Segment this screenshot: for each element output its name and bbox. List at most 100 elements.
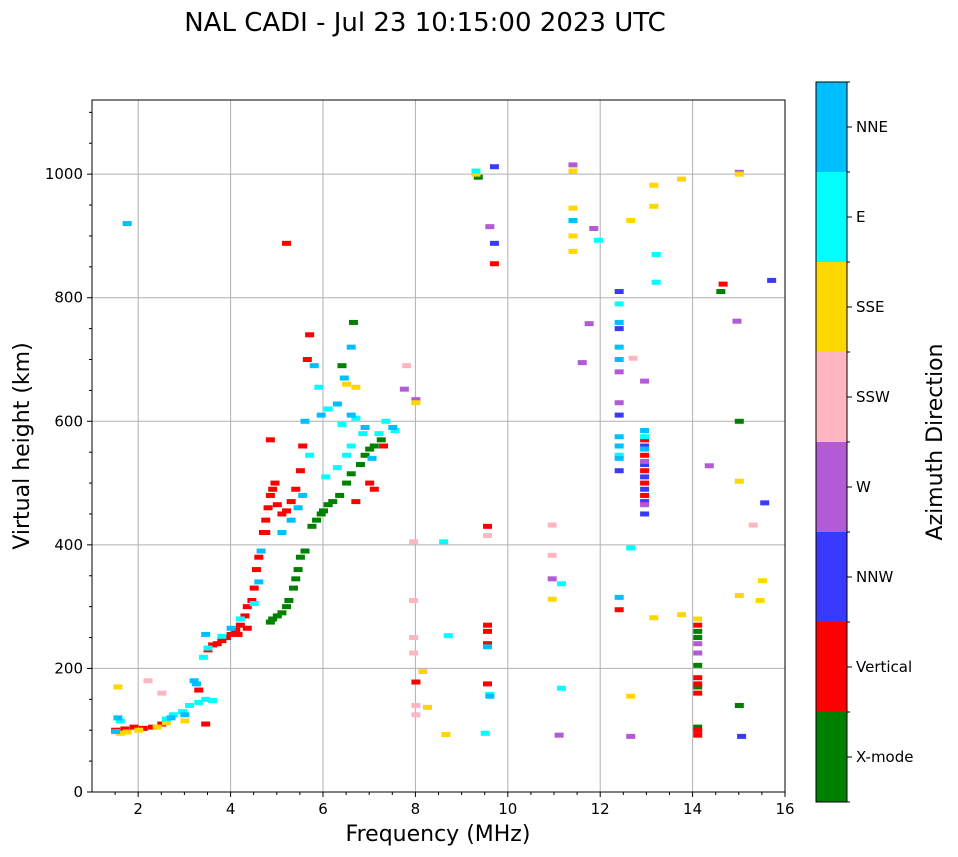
data-point-sse <box>568 248 578 254</box>
y-axis-ticks: 0 200 400 600 800 1000 <box>45 111 92 801</box>
data-point-vertical <box>249 585 259 591</box>
data-point-vertical <box>157 721 167 727</box>
data-point-nne <box>614 443 624 449</box>
data-point-vertical <box>217 638 227 644</box>
data-point-sse <box>757 578 767 584</box>
data-point-sse <box>180 718 190 724</box>
data-point-ssw <box>402 363 412 369</box>
data-point-vertical <box>483 628 493 634</box>
data-point-e <box>614 452 624 458</box>
data-point-sse <box>422 704 432 710</box>
data-point-nne <box>360 424 370 430</box>
data-point-e <box>314 384 324 390</box>
data-point-nne <box>614 434 624 440</box>
data-point-vertical <box>693 622 703 628</box>
data-point-x-mode <box>342 480 352 486</box>
data-point-e <box>321 474 331 480</box>
data-point-vertical <box>231 627 241 633</box>
colorbar-segment-vertical <box>816 622 847 712</box>
data-point-e <box>593 237 603 243</box>
data-point-vertical <box>282 240 292 246</box>
data-point-vertical <box>483 523 493 529</box>
data-point-vertical <box>148 724 158 730</box>
data-point-nne <box>191 681 201 687</box>
data-point-x-mode <box>282 604 292 610</box>
data-point-vertical <box>240 613 250 619</box>
data-point-e <box>115 718 125 724</box>
data-point-ssw <box>409 539 419 545</box>
x-tick-label: 12 <box>591 800 610 818</box>
colorbar-label: SSW <box>856 388 890 406</box>
data-point-x-mode <box>293 567 303 573</box>
data-point-x-mode <box>734 703 744 708</box>
colorbar-segment-e <box>816 172 847 262</box>
data-point-vertical <box>282 508 292 514</box>
data-point-x-mode <box>265 619 275 625</box>
data-point-sse <box>342 381 352 387</box>
data-point-sse <box>161 720 171 726</box>
colorbar-segment-w <box>816 442 847 532</box>
data-point-nnw <box>640 443 650 449</box>
data-point-e <box>439 539 449 545</box>
data-point-nne <box>300 418 310 424</box>
data-point-nnw <box>640 511 650 517</box>
y-tick-label: 200 <box>54 659 83 677</box>
data-point-e <box>651 251 661 257</box>
data-point-nne <box>483 644 493 650</box>
data-point-nne <box>254 579 264 585</box>
data-point-w <box>640 458 650 464</box>
data-point-nne <box>614 344 624 350</box>
colorbar-label: W <box>856 478 871 496</box>
data-point-ssw <box>411 703 421 708</box>
colorbar-label: NNW <box>856 568 893 586</box>
data-point-x-mode <box>693 662 703 668</box>
data-point-e <box>332 465 342 471</box>
data-point-nne <box>568 217 578 223</box>
data-point-nne <box>256 548 266 554</box>
data-point-e <box>337 421 347 427</box>
data-point-vertical <box>379 443 389 449</box>
data-point-x-mode <box>337 363 347 369</box>
data-point-x-mode <box>300 548 310 554</box>
data-point-ssw <box>483 533 493 539</box>
data-point-nne <box>201 631 211 637</box>
data-point-sse <box>115 730 125 736</box>
colorbar-segment-x-mode <box>816 712 847 802</box>
data-point-nne <box>309 363 319 369</box>
y-tick-label: 800 <box>54 289 83 307</box>
data-point-e <box>198 654 208 660</box>
data-point-e <box>358 431 368 437</box>
data-point-e <box>626 545 636 551</box>
data-point-nne <box>111 728 121 734</box>
data-point-sse <box>734 478 744 484</box>
data-point-x-mode <box>319 508 328 514</box>
data-point-nnw <box>760 500 770 506</box>
data-point-vertical <box>693 732 703 738</box>
data-point-vertical <box>693 681 703 687</box>
data-point-nnw <box>614 468 624 474</box>
data-point-w <box>732 318 742 324</box>
data-point-e <box>480 730 490 736</box>
data-point-x-mode <box>295 554 305 560</box>
data-point-vertical <box>483 641 493 647</box>
data-point-vertical <box>208 642 218 648</box>
data-point-w <box>640 502 650 508</box>
data-point-x-mode <box>328 499 338 505</box>
data-point-vertical <box>254 554 264 560</box>
data-point-nnw <box>640 462 650 468</box>
data-point-e <box>342 452 352 458</box>
data-point-ssw <box>157 690 167 696</box>
data-point-nne <box>316 412 326 418</box>
data-point-nnw <box>489 164 499 170</box>
data-point-vertical <box>351 499 361 505</box>
data-point-e <box>556 581 566 587</box>
data-point-e <box>374 431 384 437</box>
data-point-sse <box>693 616 703 622</box>
data-point-e <box>351 415 361 421</box>
data-point-nne <box>388 424 398 430</box>
data-point-nne <box>293 505 303 511</box>
data-point-e <box>208 698 218 704</box>
data-point-w <box>704 463 714 469</box>
data-point-e <box>217 633 227 639</box>
data-point-sse <box>755 597 765 603</box>
